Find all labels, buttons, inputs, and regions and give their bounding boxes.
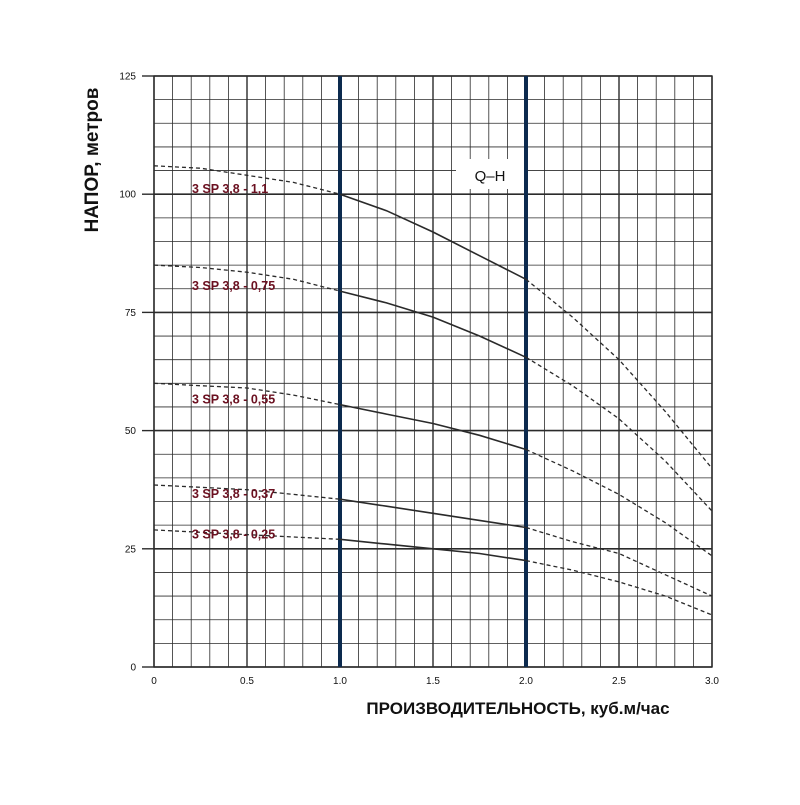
x-tick-label: 0.5: [240, 676, 254, 687]
curve-solid-operating: [339, 538, 527, 562]
y-tick-label: 0: [130, 663, 136, 674]
curve-dashed-start: [153, 165, 341, 195]
y-axis-title: НАПОР, метров: [82, 88, 103, 233]
curve-dashed-start: [153, 382, 341, 406]
series-label: 3 SP 3,8 - 1,1: [192, 182, 268, 196]
series-label: 3 SP 3,8 - 0,75: [192, 279, 275, 293]
curve-type-annotation: Q–H: [475, 168, 506, 185]
x-tick-label: 2.5: [612, 676, 626, 687]
curve-layer: [153, 165, 713, 616]
y-tick-label: 125: [119, 72, 136, 83]
series-label: 3 SP 3,8 - 0,25: [192, 527, 275, 541]
curve-dashed-end: [525, 448, 713, 557]
x-tick-label: 2.0: [519, 676, 533, 687]
curve-solid-operating: [339, 403, 527, 451]
grid-layer: [153, 75, 713, 668]
curve-solid-operating: [339, 193, 527, 281]
annotation-box: [456, 159, 524, 189]
y-tick-label: 100: [119, 190, 136, 201]
y-tick-label: 25: [125, 544, 137, 555]
curve-dashed-start: [153, 484, 341, 500]
curve-solid-operating: [339, 498, 527, 529]
x-axis-title: ПРОИЗВОДИТЕЛЬНОСТЬ, куб.м/час: [366, 699, 669, 718]
y-tick-label: 50: [125, 426, 137, 437]
y-tick-label: 75: [125, 308, 137, 319]
curve-dashed-start: [153, 529, 341, 540]
curve-dashed-end: [525, 526, 713, 597]
curve-dashed-end: [525, 356, 713, 512]
curve-solid-operating: [339, 290, 527, 359]
curve-dashed-start: [153, 264, 341, 292]
x-tick-label: 1.5: [426, 676, 440, 687]
x-tick-label: 3.0: [705, 676, 719, 687]
curve-dashed-end: [525, 278, 713, 469]
curve-dashed-end: [525, 559, 713, 616]
series-label: 3 SP 3,8 - 0,37: [192, 487, 275, 501]
plot-border: [153, 75, 713, 668]
tick-layer: 0 0.5 1.0 1.5 2.0 2.5 3.0 0 25 50 75 100 125: [119, 72, 719, 688]
label-layer: 3 SP 3,8 - 1,1 3 SP 3,8 - 0,75 3 SP 3,8 - …: [192, 182, 275, 541]
x-tick-label: 0: [151, 676, 157, 687]
series-label: 3 SP 3,8 - 0,55: [192, 393, 275, 407]
x-tick-label: 1.0: [333, 676, 347, 687]
